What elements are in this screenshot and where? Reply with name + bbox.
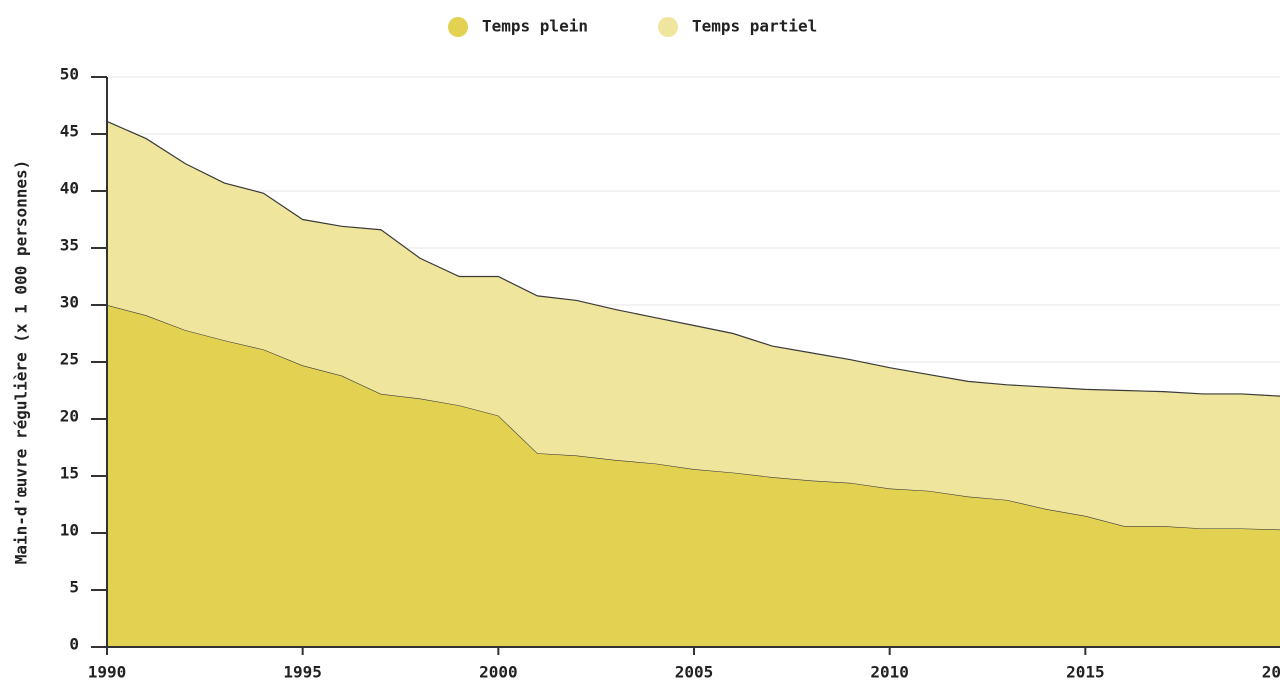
legend-label: Temps partiel [692, 17, 817, 36]
y-tick-label: 0 [69, 635, 79, 654]
x-tick-label: 2020 [1262, 663, 1280, 682]
y-tick-label: 5 [69, 578, 79, 597]
x-tick-label: 1995 [283, 663, 322, 682]
x-tick-label: 2005 [675, 663, 714, 682]
legend-label: Temps plein [482, 17, 588, 36]
y-tick-label: 15 [60, 464, 79, 483]
area [107, 305, 1280, 647]
x-tick-label: 1990 [88, 663, 127, 682]
y-tick-label: 20 [60, 407, 79, 426]
x-tick-label: 2000 [479, 663, 518, 682]
area-outline [106, 120, 1280, 397]
y-tick-label: 25 [60, 350, 79, 369]
x-tick-label: 2015 [1066, 663, 1105, 682]
x-tick-label: 2010 [870, 663, 909, 682]
y-tick-label: 45 [60, 122, 79, 141]
y-axis-label: Main-d'œuvre régulière (x 1 000 personne… [12, 160, 31, 565]
y-tick-label: 10 [60, 521, 79, 540]
y-tick-label: 35 [60, 236, 79, 255]
y-tick-label: 50 [60, 65, 79, 84]
legend-swatch [448, 17, 468, 37]
legend-swatch [658, 17, 678, 37]
y-tick-label: 30 [60, 293, 79, 312]
y-tick-label: 40 [60, 179, 79, 198]
